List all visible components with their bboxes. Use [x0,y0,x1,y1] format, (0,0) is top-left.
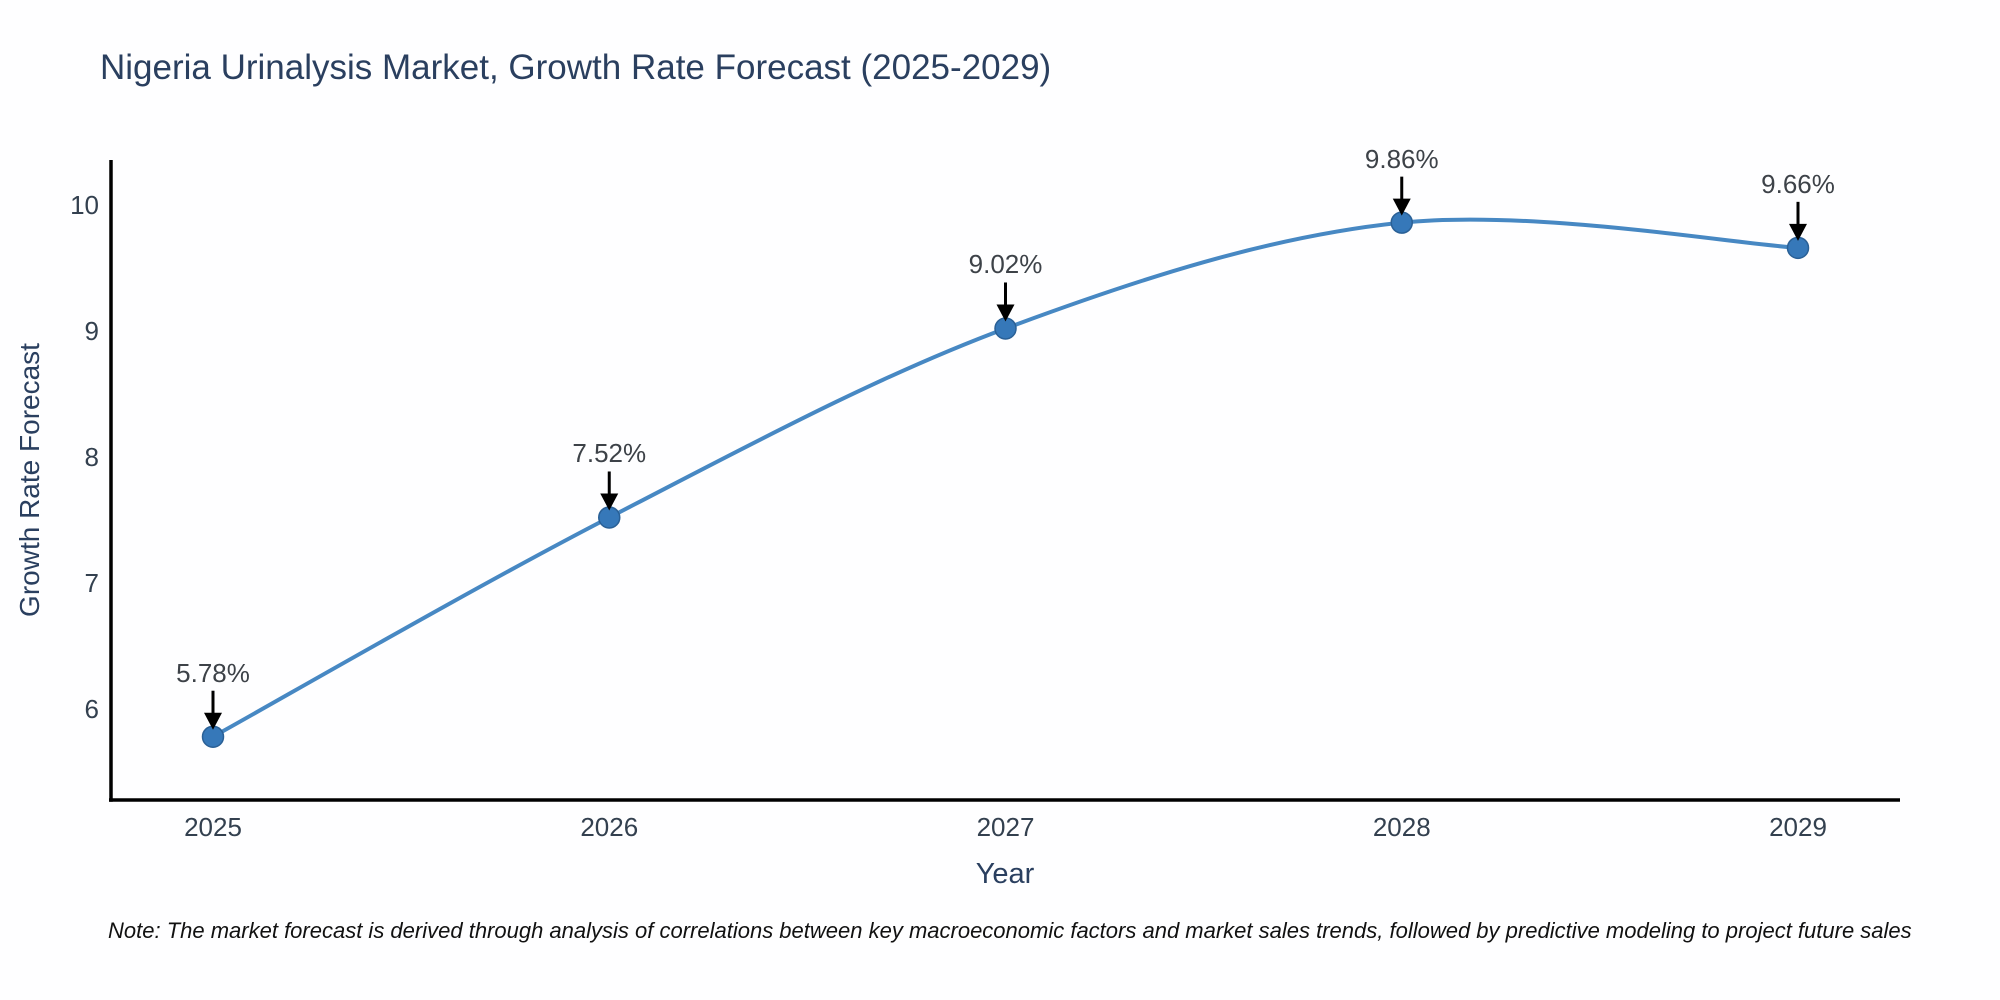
y-tick-label: 10 [70,190,99,220]
x-tick-label: 2028 [1372,812,1431,842]
x-tick-label: 2026 [580,812,639,842]
x-tick-label: 2029 [1769,812,1827,842]
annotation-arrowhead-icon [600,493,619,511]
data-point-label: 7.52% [572,438,647,469]
x-tick-label: 2025 [184,812,242,842]
x-axis-title: Year [975,858,1035,890]
annotation-arrowhead-icon [1392,198,1411,216]
y-tick-label: 7 [84,568,99,598]
annotation-arrowhead-icon [1789,223,1807,241]
y-tick-label: 8 [84,442,99,472]
annotation-arrowhead-icon [204,712,222,730]
chart-title: Nigeria Urinalysis Market, Growth Rate F… [100,48,1052,87]
data-point-label: 5.78% [176,657,250,688]
data-point-label: 9.86% [1364,143,1439,174]
annotation-arrowhead-icon [996,304,1015,322]
x-tick-label: 2027 [976,812,1035,842]
y-tick-label: 9 [84,316,99,346]
data-point-label: 9.66% [1761,168,1835,199]
y-tick-label: 6 [84,694,99,724]
data-point-label: 9.02% [968,249,1043,280]
footnote: Note: The market forecast is derived thr… [108,918,1912,943]
